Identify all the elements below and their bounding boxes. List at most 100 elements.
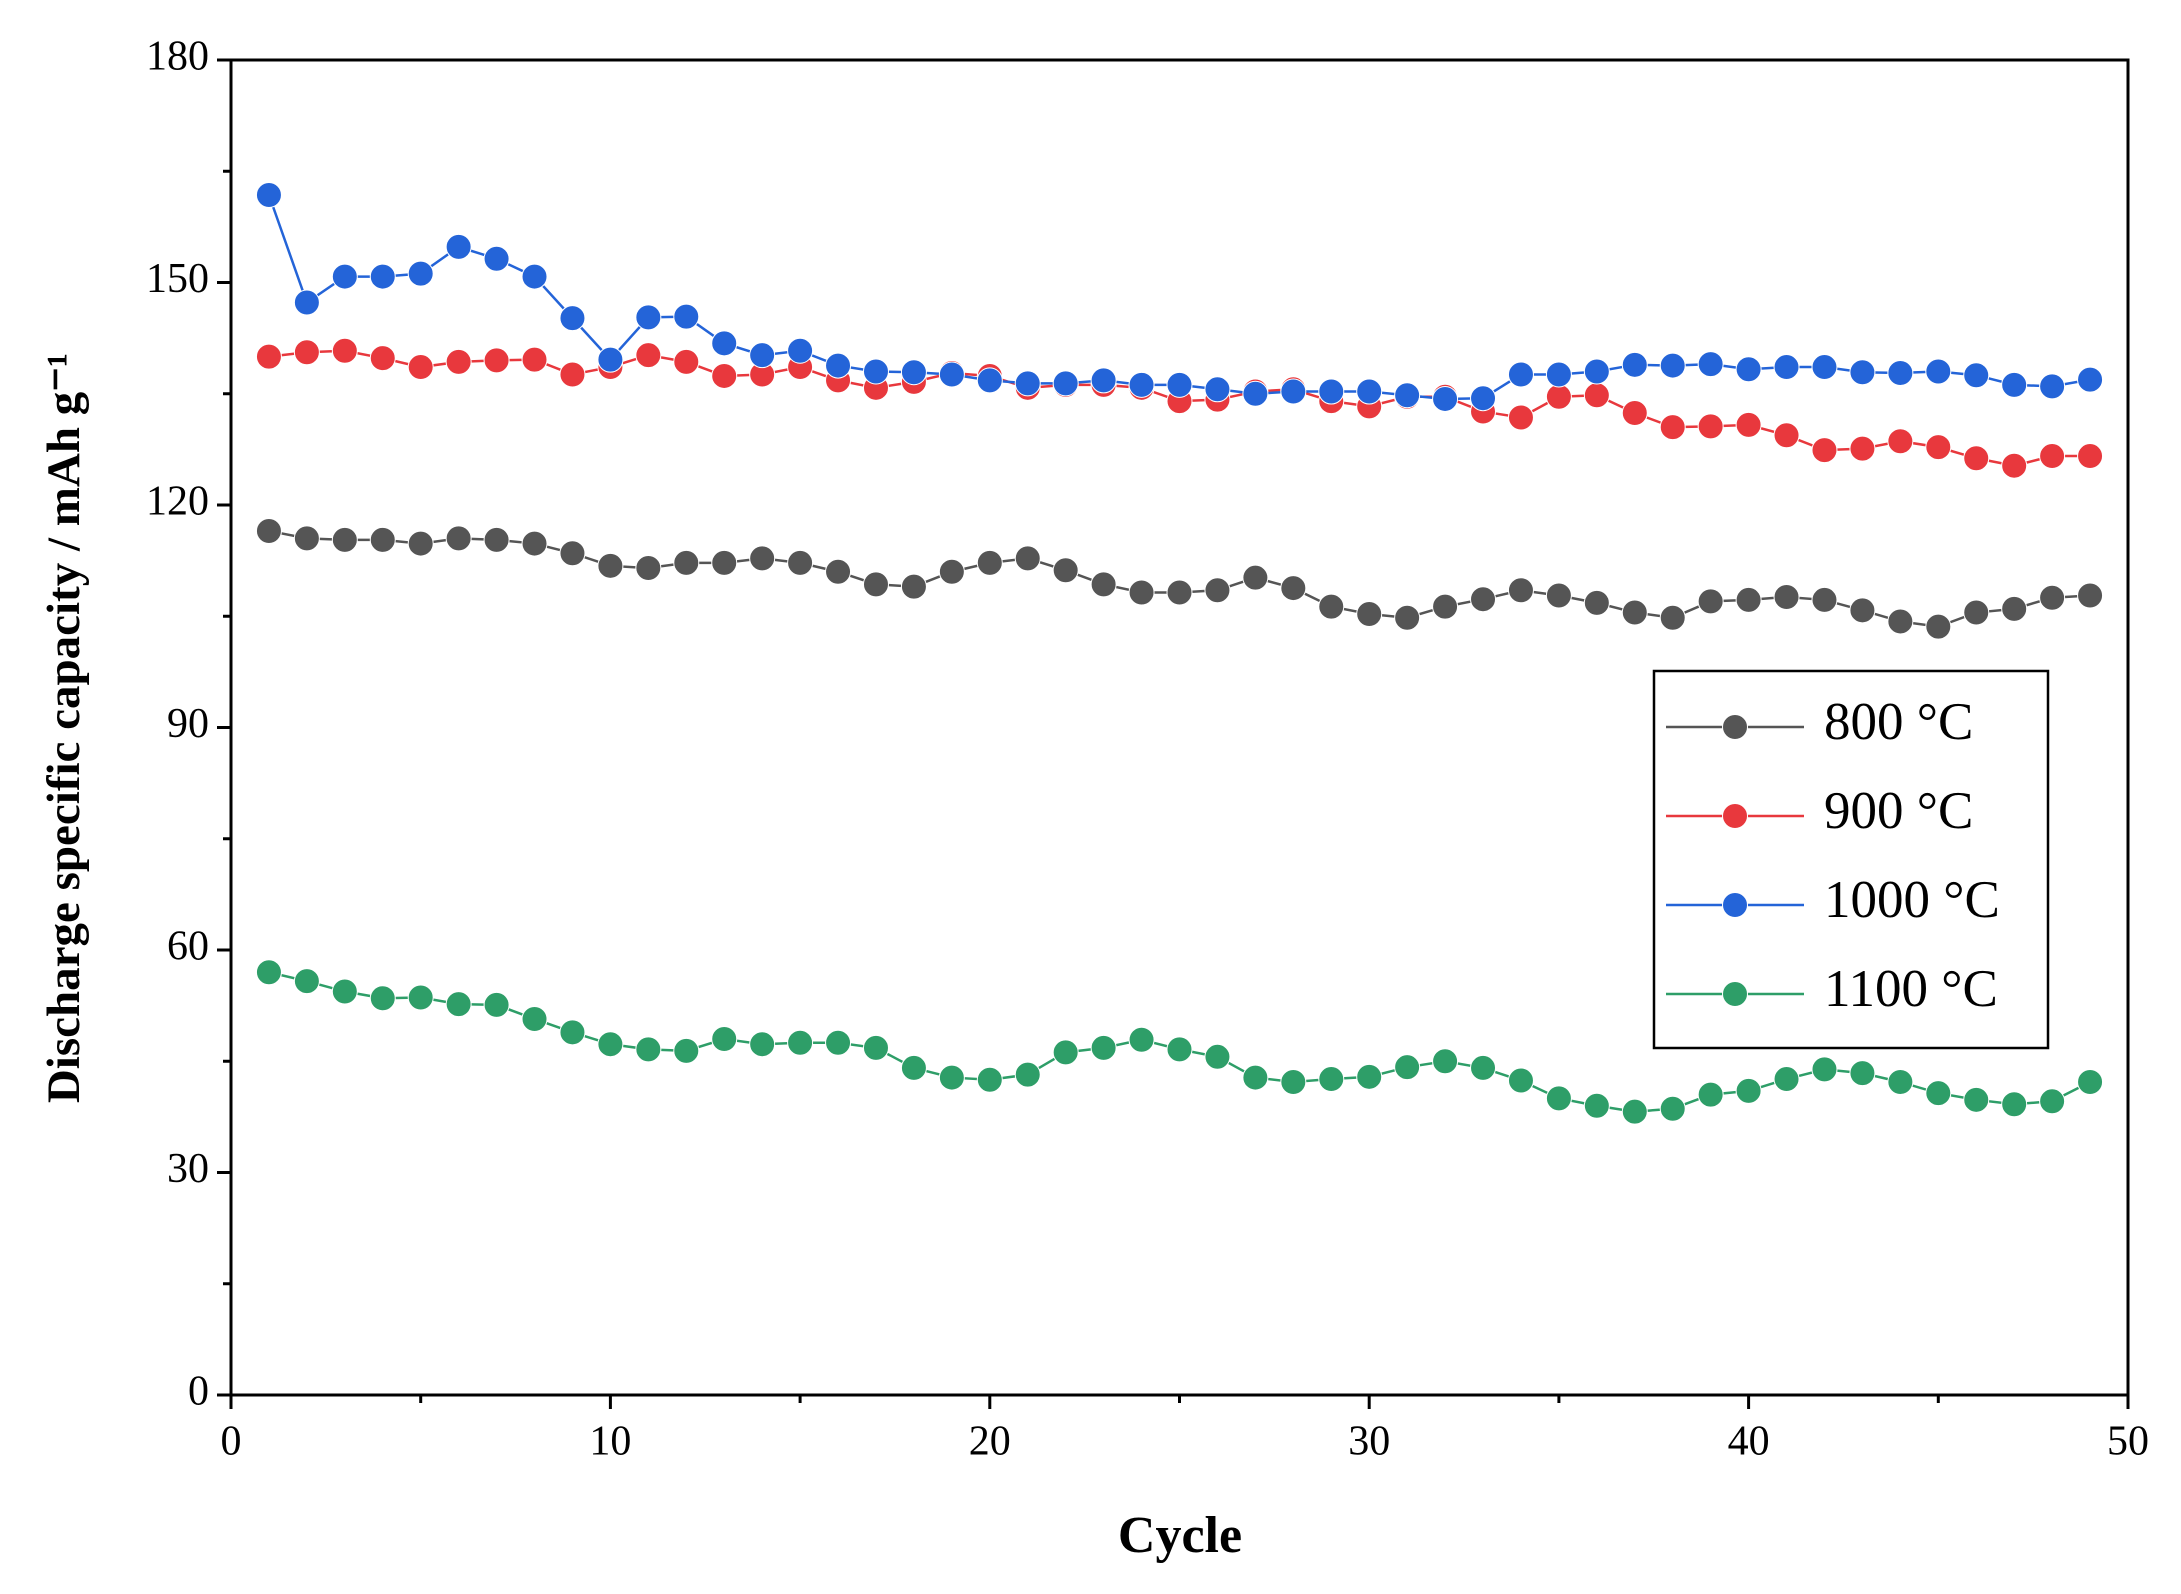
marker bbox=[407, 984, 434, 1011]
marker bbox=[976, 549, 1003, 576]
legend-marker bbox=[1722, 981, 1748, 1007]
marker bbox=[1621, 400, 1648, 427]
marker bbox=[1507, 1067, 1534, 1094]
plot-frame bbox=[229, 58, 2130, 1397]
marker bbox=[825, 352, 852, 379]
marker bbox=[597, 346, 624, 373]
marker bbox=[1735, 1077, 1762, 1104]
marker bbox=[1356, 378, 1383, 405]
marker bbox=[673, 348, 700, 375]
marker bbox=[1583, 589, 1610, 616]
marker bbox=[825, 1029, 852, 1056]
marker bbox=[1963, 599, 1990, 626]
marker bbox=[1356, 601, 1383, 628]
marker bbox=[1621, 599, 1648, 626]
marker bbox=[1432, 385, 1459, 412]
x-tick-label: 20 bbox=[969, 1419, 1011, 1465]
marker bbox=[331, 526, 358, 553]
marker bbox=[2039, 1088, 2066, 1115]
marker bbox=[1811, 354, 1838, 381]
series bbox=[255, 181, 2104, 412]
marker bbox=[711, 362, 738, 389]
legend-marker bbox=[1722, 803, 1748, 829]
marker bbox=[938, 361, 965, 388]
marker bbox=[1659, 414, 1686, 441]
marker bbox=[1128, 1026, 1155, 1053]
marker bbox=[1735, 411, 1762, 438]
marker bbox=[1849, 1060, 1876, 1087]
marker bbox=[559, 1019, 586, 1046]
marker bbox=[1204, 577, 1231, 604]
marker bbox=[1963, 362, 1990, 389]
marker bbox=[1925, 613, 1952, 640]
marker bbox=[749, 545, 776, 572]
marker bbox=[407, 260, 434, 287]
marker bbox=[976, 367, 1003, 394]
marker bbox=[1432, 1048, 1459, 1075]
marker bbox=[1545, 383, 1572, 410]
marker bbox=[1925, 434, 1952, 461]
marker bbox=[1811, 586, 1838, 613]
marker bbox=[1090, 1034, 1117, 1061]
marker bbox=[1849, 435, 1876, 462]
marker bbox=[1811, 437, 1838, 464]
marker bbox=[1773, 583, 1800, 610]
marker bbox=[1242, 564, 1269, 591]
marker bbox=[1697, 1081, 1724, 1108]
marker bbox=[2077, 582, 2104, 609]
marker bbox=[787, 549, 814, 576]
marker bbox=[1014, 370, 1041, 397]
marker bbox=[635, 1036, 662, 1063]
marker bbox=[1621, 1098, 1648, 1125]
marker bbox=[407, 354, 434, 381]
marker bbox=[2001, 452, 2028, 479]
marker bbox=[1849, 597, 1876, 624]
x-tick-label: 0 bbox=[221, 1419, 242, 1465]
marker bbox=[1394, 382, 1421, 409]
marker bbox=[1280, 575, 1307, 602]
marker bbox=[521, 530, 548, 557]
marker bbox=[1887, 608, 1914, 635]
marker bbox=[1925, 358, 1952, 385]
marker bbox=[293, 339, 320, 366]
marker bbox=[1052, 557, 1079, 584]
marker bbox=[2001, 595, 2028, 622]
marker bbox=[1242, 380, 1269, 407]
marker bbox=[1659, 604, 1686, 631]
marker bbox=[1659, 1095, 1686, 1122]
marker bbox=[369, 345, 396, 372]
marker bbox=[293, 289, 320, 316]
marker bbox=[635, 304, 662, 331]
legend-label: 900 °C bbox=[1824, 782, 1973, 840]
legend-label: 800 °C bbox=[1824, 693, 1973, 751]
marker bbox=[293, 525, 320, 552]
marker bbox=[1128, 371, 1155, 398]
legend-label: 1000 °C bbox=[1824, 871, 2000, 929]
marker bbox=[1014, 545, 1041, 572]
marker bbox=[1887, 428, 1914, 455]
marker bbox=[1204, 376, 1231, 403]
marker bbox=[331, 337, 358, 364]
marker bbox=[331, 263, 358, 290]
marker bbox=[559, 305, 586, 332]
y-tick-label: 30 bbox=[167, 1146, 209, 1192]
marker bbox=[1963, 1086, 1990, 1113]
marker bbox=[559, 540, 586, 567]
marker bbox=[2039, 373, 2066, 400]
series bbox=[255, 517, 2104, 640]
marker bbox=[862, 1034, 889, 1061]
marker bbox=[255, 517, 282, 544]
marker bbox=[862, 358, 889, 385]
marker bbox=[635, 555, 662, 582]
marker bbox=[673, 1037, 700, 1064]
marker bbox=[559, 361, 586, 388]
marker bbox=[1773, 1066, 1800, 1093]
marker bbox=[1166, 1036, 1193, 1063]
y-tick-label: 120 bbox=[146, 479, 209, 525]
marker bbox=[1394, 604, 1421, 631]
legend-marker bbox=[1722, 892, 1748, 918]
marker bbox=[2039, 584, 2066, 611]
marker bbox=[1280, 1069, 1307, 1096]
marker bbox=[711, 549, 738, 576]
marker bbox=[1507, 577, 1534, 604]
